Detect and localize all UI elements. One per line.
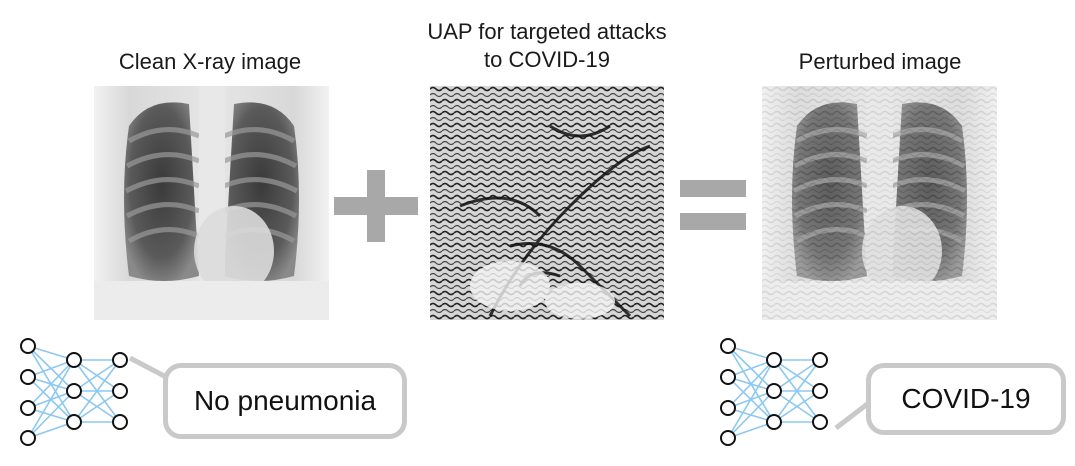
clean-xray-image [94,86,329,320]
neural-network-icon [714,336,834,453]
uap-perturbation-image [430,86,664,320]
plus-icon [334,170,418,247]
prediction-label-perturbed: COVID-19 [901,383,1031,414]
prediction-bubble-clean: No pneumonia [163,363,407,439]
equals-icon [680,180,746,235]
perturbed-xray-image [762,86,997,320]
prediction-label-clean: No pneumonia [193,385,377,416]
neural-network-icon [14,336,134,453]
clean-image-title: Clean X-ray image [118,49,302,74]
perturbed-image-title: Perturbed image [798,49,962,74]
uap-title: UAP for targeted attacks to COVID-19 [427,19,667,72]
prediction-bubble-perturbed: COVID-19 [866,363,1066,435]
